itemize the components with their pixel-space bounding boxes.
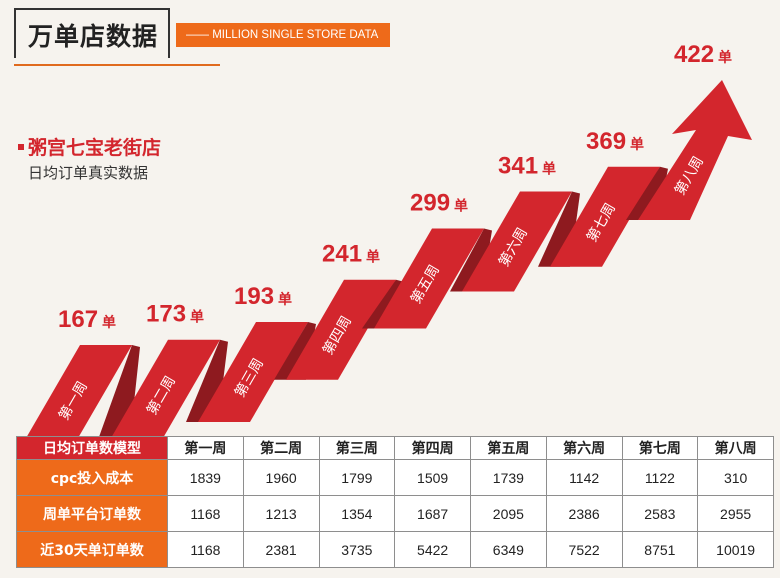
table-cell: 8751 — [621, 531, 699, 568]
table-row: cpc投入成本 1839 1960 1799 1509 1739 1142 11… — [16, 459, 774, 496]
table-cell: 1839 — [167, 459, 244, 496]
col-header: 第四周 — [394, 436, 471, 460]
value-label: 173 — [146, 301, 186, 328]
table-cell: 1168 — [167, 495, 244, 532]
week-band — [110, 339, 220, 440]
page-title: 万单店数据 — [28, 22, 159, 51]
table-cell: 7522 — [545, 531, 623, 568]
arrow-layer — [24, 80, 752, 440]
table-cell: 1354 — [318, 495, 396, 532]
table-header-row: 日均订单数模型 第一周 第二周 第三周 第四周 第五周 第六周 第七周 第八周 — [16, 436, 774, 460]
table-cell: 1739 — [470, 459, 547, 496]
value-label: 241 — [322, 241, 362, 268]
subtitle-banner: —— MILLION SINGLE STORE DATA — [176, 23, 390, 47]
arrow-head — [638, 80, 752, 220]
col-header: 第三周 — [318, 436, 396, 460]
unit-label: 单 — [278, 291, 292, 308]
col-header: 第二周 — [242, 436, 320, 460]
col-header: 第六周 — [545, 436, 623, 460]
value-label: 193 — [234, 283, 274, 310]
col-header: 第一周 — [167, 436, 244, 460]
table-cell: 2386 — [545, 495, 623, 532]
table-cell: 1509 — [394, 459, 471, 496]
table-cell: 2381 — [242, 531, 320, 568]
table-cell: 6349 — [470, 531, 547, 568]
unit-label: 单 — [718, 49, 732, 66]
value-label: 369 — [586, 128, 626, 155]
title-frame — [14, 8, 170, 58]
unit-label: 单 — [102, 314, 116, 331]
week-band — [550, 166, 660, 267]
table-row: 周单平台订单数 1168 1213 1354 1687 2095 2386 25… — [16, 495, 774, 532]
week-band — [198, 322, 308, 423]
table-cell: 1213 — [242, 495, 320, 532]
table-corner: 日均订单数模型 — [16, 436, 168, 460]
unit-label: 单 — [190, 309, 204, 326]
unit-label: 单 — [630, 136, 644, 153]
unit-label: 单 — [454, 198, 468, 215]
table-cell: 2955 — [697, 495, 774, 532]
table-cell: 1687 — [394, 495, 471, 532]
table-cell: 1142 — [545, 459, 623, 496]
unit-label: 单 — [366, 249, 380, 266]
table-cell: 3735 — [318, 531, 396, 568]
table-cell: 1799 — [318, 459, 396, 496]
unit-label: 单 — [542, 160, 556, 177]
table-cell: 2583 — [621, 495, 699, 532]
col-header: 第八周 — [697, 436, 774, 460]
row-label: 近30天单订单数 — [16, 531, 168, 568]
week-band — [374, 228, 484, 329]
store-name: 粥宫七宝老街店 — [28, 137, 162, 159]
week-band — [24, 345, 132, 440]
week-band — [286, 279, 396, 380]
order-model-table: 日均订单数模型 第一周 第二周 第三周 第四周 第五周 第六周 第七周 第八周 … — [16, 436, 774, 568]
row-label: cpc投入成本 — [16, 459, 168, 496]
table-row: 近30天单订单数 1168 2381 3735 5422 6349 7522 8… — [16, 531, 774, 568]
col-header: 第七周 — [621, 436, 699, 460]
table-cell: 2095 — [470, 495, 547, 532]
store-caption: 日均订单真实数据 — [28, 164, 149, 182]
value-label: 167 — [58, 306, 98, 333]
value-label: 422 — [674, 41, 714, 68]
store-bullet-icon — [18, 144, 24, 150]
table-cell: 5422 — [394, 531, 471, 568]
table-cell: 10019 — [697, 531, 774, 568]
table-cell: 310 — [697, 459, 774, 496]
week-band — [462, 191, 572, 292]
col-header: 第五周 — [470, 436, 547, 460]
row-label: 周单平台订单数 — [16, 495, 168, 532]
title-underline — [14, 64, 220, 66]
table-cell: 1168 — [167, 531, 244, 568]
value-label: 341 — [498, 152, 538, 179]
value-label: 299 — [410, 190, 450, 217]
table-cell: 1960 — [242, 459, 320, 496]
table-cell: 1122 — [621, 459, 699, 496]
